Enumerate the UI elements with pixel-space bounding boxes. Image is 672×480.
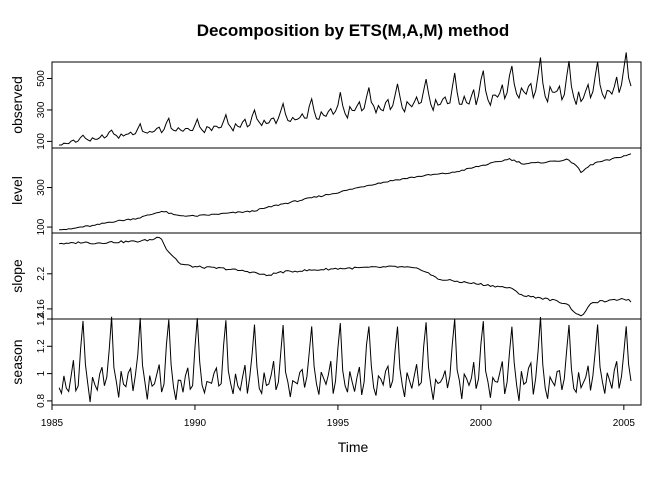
observed-y-tick-label: 100 [36,133,47,150]
panel-slope: 2.16 2.2 slope [9,232,642,320]
season-series-line [58,316,632,403]
level-y-tick-label: 100 [36,218,47,235]
season-y-tick-label: 0.8 [36,394,47,408]
season-y-tick-label: 1 [36,370,47,376]
season-panel-frame [51,318,642,406]
slope-y-tick-label: 2.16 [36,299,47,319]
x-tick-label: 1990 [184,418,207,429]
observed-series-line [59,52,632,146]
slope-y-tick-label: 2.2 [36,266,47,280]
slope-panel-frame [51,232,642,320]
chart-title: Decomposition by ETS(M,A,M) method [197,21,510,40]
x-tick-label: 1985 [41,418,64,429]
level-series-line [59,153,632,231]
season-y-tick-label: 1.2 [36,339,47,353]
level-axis-label: level [9,176,25,205]
season-y-tick-label: 1.4 [36,312,47,326]
x-axis: 1985 1990 1995 2000 2005 [41,404,636,429]
x-tick-label: 2000 [470,418,493,429]
observed-axis-label: observed [9,76,25,134]
panel-season: 0.8 1 1.2 1.4 season [9,312,642,408]
observed-y-tick-label: 300 [36,101,47,118]
x-tick-label: 1995 [327,418,350,429]
observed-y-tick-label: 500 [36,70,47,87]
slope-series-line [59,236,632,317]
panel-observed: 100 300 500 observed [9,52,642,150]
observed-panel-frame [51,61,642,149]
x-tick-label: 2005 [613,418,636,429]
season-axis-label: season [9,339,25,384]
slope-axis-label: slope [9,259,25,293]
x-axis-label: Time [338,439,369,455]
panels-group: 100 300 500 observed 100 300 level 2.16 2.2 slope… [9,52,642,408]
panel-level: 100 300 level [9,147,642,235]
level-y-tick-label: 300 [36,179,47,196]
